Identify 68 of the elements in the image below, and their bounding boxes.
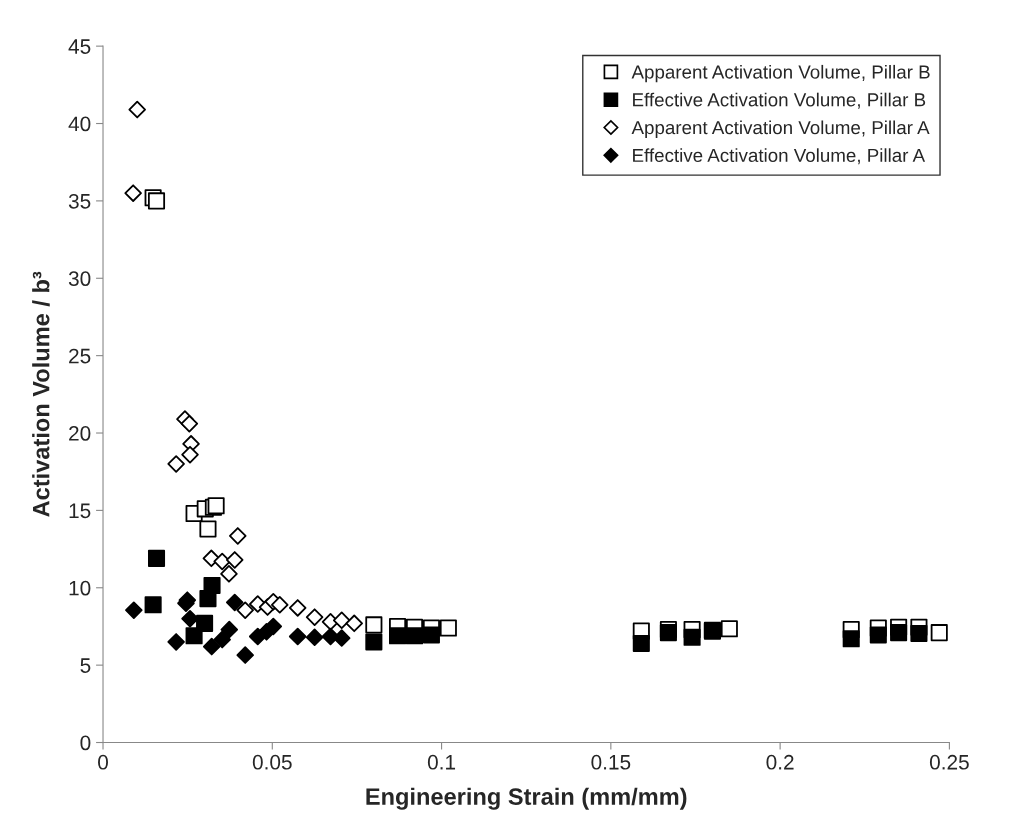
- point: [203, 576, 221, 594]
- point: [180, 414, 199, 433]
- y-tick-label: 15: [69, 503, 91, 519]
- point: [236, 646, 254, 664]
- x-tick-label: 0: [98, 754, 108, 770]
- point: [890, 624, 908, 642]
- point: [125, 601, 143, 619]
- point: [405, 627, 424, 645]
- point: [220, 565, 238, 583]
- point: [910, 624, 928, 642]
- point: [196, 614, 214, 632]
- point: [305, 608, 324, 626]
- point: [365, 633, 383, 651]
- point: [288, 599, 307, 617]
- legend-label: Effective Activation Volume, Pillar A: [633, 148, 926, 165]
- point: [439, 619, 457, 637]
- point: [229, 527, 247, 545]
- x-tick-label: 0.15: [591, 754, 631, 770]
- legend-label: Apparent Activation Volume, Pillar B: [631, 64, 930, 83]
- point: [213, 552, 231, 571]
- point: [683, 628, 701, 646]
- y-tick-label: 40: [68, 116, 91, 132]
- point: [422, 626, 440, 644]
- x-tick-label: 0.25: [929, 754, 969, 770]
- x-tick-label: 0.1: [427, 754, 456, 770]
- x-tick-label: 0.05: [252, 754, 292, 770]
- point: [930, 624, 948, 642]
- point: [720, 620, 738, 638]
- point: [181, 445, 199, 464]
- y-tick-label: 5: [80, 658, 91, 673]
- point: [288, 627, 307, 646]
- point: [144, 596, 162, 614]
- point: [128, 100, 146, 119]
- y-tick-label: 20: [69, 426, 91, 441]
- point: [199, 520, 217, 538]
- point: [236, 601, 254, 619]
- point: [305, 628, 324, 647]
- legend-label: Effective Activation Volume, Pillar B: [633, 92, 926, 109]
- point: [202, 549, 221, 568]
- y-tick-label: 10: [69, 580, 91, 596]
- point: [167, 633, 185, 651]
- x-tick-label: 0.2: [766, 754, 794, 770]
- point: [632, 634, 650, 653]
- point: [124, 184, 142, 202]
- y-tick-label: 0: [80, 735, 91, 751]
- point: [345, 614, 363, 633]
- y-tick-label: 30: [68, 271, 91, 287]
- y-axis-title: Activation Volume / b³: [32, 271, 50, 517]
- x-axis-title: Engineering Strain (mm/mm): [366, 787, 687, 810]
- point: [202, 637, 221, 656]
- y-tick-label: 25: [69, 348, 91, 364]
- point: [147, 549, 166, 567]
- point: [225, 593, 244, 612]
- point: [225, 551, 244, 569]
- point: [842, 630, 860, 648]
- point: [213, 630, 231, 649]
- legend-label: Apparent Activation Volume, Pillar A: [631, 120, 930, 138]
- point: [365, 616, 383, 634]
- y-tick-label: 35: [68, 193, 91, 209]
- point: [147, 192, 166, 210]
- point: [869, 626, 887, 644]
- point: [389, 627, 407, 645]
- point: [332, 611, 351, 630]
- point: [270, 596, 289, 614]
- point: [220, 620, 239, 639]
- point: [181, 609, 199, 628]
- y-tick-label: 45: [68, 39, 91, 54]
- point: [167, 455, 185, 473]
